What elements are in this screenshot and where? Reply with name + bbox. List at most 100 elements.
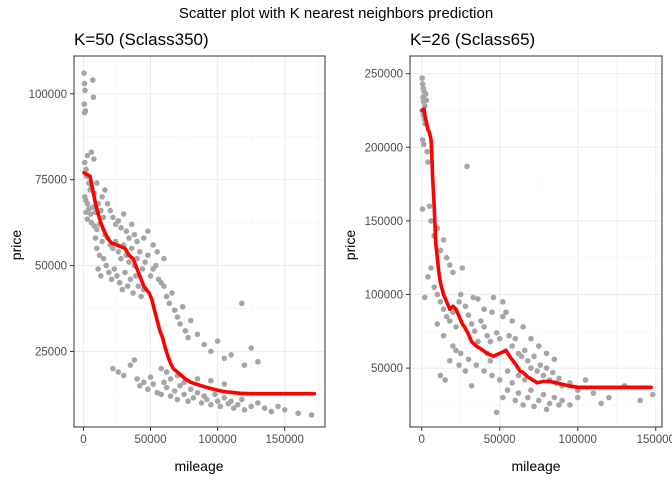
scatter-point xyxy=(131,357,138,363)
scatter-point xyxy=(465,312,472,318)
scatter-point xyxy=(443,313,450,320)
scatter-point xyxy=(457,350,464,357)
scatter-point xyxy=(419,81,426,87)
scatter-point xyxy=(426,203,433,209)
scatter-point xyxy=(116,279,123,286)
scatter-point xyxy=(515,372,522,379)
scatter-point xyxy=(248,403,254,410)
scatter-point xyxy=(493,329,500,336)
scatter-point xyxy=(241,407,248,413)
scatter-point xyxy=(153,262,159,269)
scatter-point xyxy=(122,269,128,276)
scatter-point xyxy=(87,211,94,217)
scatter-point xyxy=(456,299,462,305)
scatter-point xyxy=(214,398,221,405)
scatter-point xyxy=(119,286,126,293)
scatter-point xyxy=(531,403,537,410)
scatter-point xyxy=(190,395,197,401)
scatter-point xyxy=(102,187,108,193)
panel-border xyxy=(409,55,663,428)
scatter-point xyxy=(428,218,434,224)
scatter-point xyxy=(94,180,100,186)
scatter-point xyxy=(234,401,241,408)
scatter-point xyxy=(99,194,105,200)
scatter-point xyxy=(140,379,147,386)
scatter-point xyxy=(114,273,120,279)
scatter-point xyxy=(166,300,173,307)
scatter-point xyxy=(83,166,89,173)
scatter-point xyxy=(549,369,556,376)
scatter-point xyxy=(481,368,487,374)
scatter-point xyxy=(118,224,124,231)
scatter-point xyxy=(520,402,526,408)
scatter-point xyxy=(504,387,511,393)
scatter-point xyxy=(123,228,130,234)
scatter-point xyxy=(419,75,425,81)
scatter-point xyxy=(201,341,207,348)
scatter-point xyxy=(546,400,553,407)
scatter-point xyxy=(208,348,214,355)
scatter-point xyxy=(241,362,248,368)
scatter-point xyxy=(163,293,170,300)
scatter-point xyxy=(490,294,497,301)
scatter-point xyxy=(230,405,237,411)
y-tick-label: 100000 xyxy=(29,89,67,101)
scatter-point xyxy=(217,403,224,410)
scatter-point xyxy=(503,309,509,315)
scatter-point xyxy=(194,331,201,338)
scatter-point xyxy=(99,238,105,245)
panel-right-title: K=26 (Sclass65) xyxy=(410,30,535,49)
scatter-point xyxy=(161,283,167,289)
scatter-point xyxy=(118,255,124,262)
scatter-point xyxy=(177,321,183,327)
scatter-point xyxy=(509,343,516,349)
scatter-point xyxy=(556,402,562,408)
scatter-point xyxy=(92,235,99,241)
scatter-point xyxy=(115,249,122,255)
scatter-point xyxy=(130,290,136,296)
scatter-point xyxy=(181,391,187,398)
scatter-point xyxy=(459,265,466,271)
scatter-point xyxy=(214,338,221,344)
scatter-point xyxy=(147,374,154,380)
scatter-point xyxy=(138,293,144,300)
scatter-point xyxy=(187,386,194,393)
scatter-point xyxy=(425,274,431,280)
scatter-point xyxy=(462,303,469,310)
scatter-point xyxy=(238,300,245,307)
scatter-point xyxy=(493,409,500,416)
scatter-point xyxy=(606,394,612,401)
scatter-point xyxy=(268,408,275,415)
scatter-point xyxy=(551,394,558,401)
scatter-point xyxy=(434,321,441,327)
scatter-point xyxy=(208,401,214,408)
scatter-point xyxy=(422,294,428,301)
scatter-point xyxy=(95,266,101,272)
x-tick-label: 50000 xyxy=(135,434,167,446)
scatter-point xyxy=(518,353,525,360)
scatter-point xyxy=(194,376,201,382)
scatter-point xyxy=(179,303,186,310)
scatter-point xyxy=(145,386,151,393)
scatter-point xyxy=(81,101,88,107)
panel-right-xlabel: mileage xyxy=(511,458,560,474)
y-tick-label: 100000 xyxy=(365,290,403,302)
scatter-point xyxy=(540,391,547,398)
scatter-point xyxy=(504,368,511,374)
scatter-point xyxy=(182,328,189,334)
scatter-point xyxy=(531,353,537,360)
scatter-point xyxy=(537,362,544,368)
scatter-point xyxy=(515,390,522,396)
scatter-point xyxy=(512,335,519,342)
scatter-point xyxy=(509,380,516,386)
scatter-point xyxy=(261,405,268,411)
scatter-point xyxy=(520,324,526,330)
scatter-point xyxy=(446,357,453,364)
scatter-point xyxy=(136,382,143,389)
scatter-point xyxy=(140,235,147,241)
scatter-point xyxy=(308,412,315,418)
scatter-point xyxy=(525,394,531,401)
panel-right: K=26 (Sclass65) 0 50000 100000 150000 50000 1… xyxy=(342,30,672,474)
scatter-point xyxy=(161,379,167,386)
scatter-point xyxy=(115,218,122,224)
